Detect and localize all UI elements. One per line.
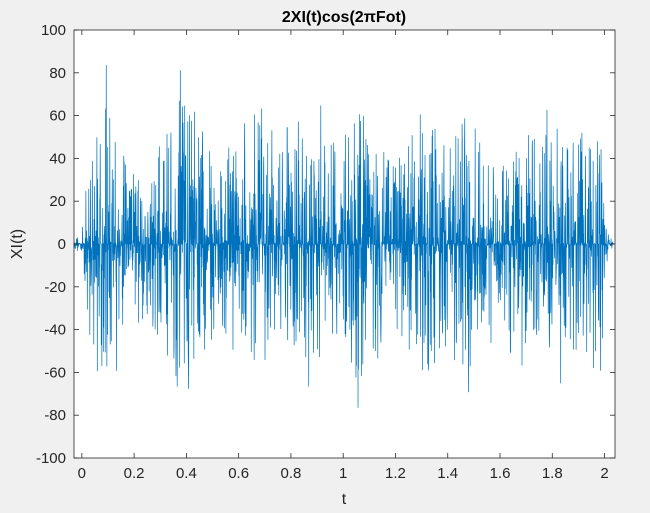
x-tick-label: 1.8 (542, 465, 563, 482)
x-tick-label: 0.2 (124, 465, 145, 482)
y-tick-label: 60 (49, 108, 66, 125)
x-tick-label: 1.4 (437, 465, 458, 482)
x-axis-label: t (342, 491, 347, 508)
y-tick-label: -60 (44, 364, 66, 381)
x-tick-label: 1 (339, 465, 347, 482)
y-tick-label: -100 (36, 450, 66, 467)
y-tick-label: 80 (49, 65, 66, 82)
y-tick-label: -20 (44, 279, 66, 296)
x-tick-label: 2 (600, 465, 608, 482)
x-axis: 0 0.2 0.4 0.6 0.8 1 1.2 1.4 1.6 1.8 2 (78, 30, 609, 482)
x-tick-label: 0.4 (176, 465, 197, 482)
series-layer (73, 65, 616, 408)
chart-title: 2XI(t)cos(2πFot) (282, 9, 406, 26)
x-tick-label: 0.8 (280, 465, 301, 482)
y-axis: 100 80 60 40 20 0 -20 -40 -60 -80 -100 (36, 22, 615, 467)
y-tick-label: 20 (49, 193, 66, 210)
x-tick-label: 0 (78, 465, 86, 482)
y-tick-label: -80 (44, 407, 66, 424)
y-tick-label: 100 (41, 22, 66, 39)
y-axis-label: XI(t) (9, 229, 26, 259)
x-tick-label: 1.2 (385, 465, 406, 482)
y-tick-label: 40 (49, 150, 66, 167)
y-tick-label: -40 (44, 322, 66, 339)
x-tick-label: 1.6 (490, 465, 511, 482)
x-tick-label: 0.6 (228, 465, 249, 482)
y-tick-label: 0 (58, 236, 66, 253)
signal-line (73, 65, 616, 408)
